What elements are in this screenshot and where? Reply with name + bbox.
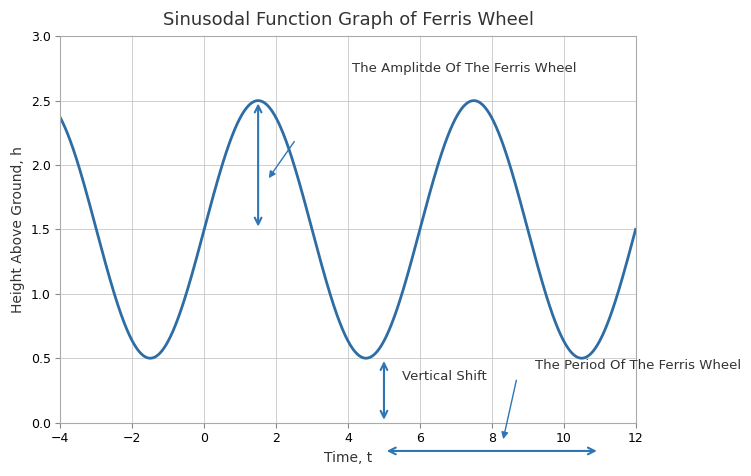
Title: Sinusodal Function Graph of Ferris Wheel: Sinusodal Function Graph of Ferris Wheel bbox=[162, 11, 533, 29]
Text: Vertical Shift: Vertical Shift bbox=[402, 370, 487, 383]
Text: The Amplitde Of The Ferris Wheel: The Amplitde Of The Ferris Wheel bbox=[351, 62, 576, 75]
Y-axis label: Height Above Ground, h: Height Above Ground, h bbox=[11, 146, 25, 313]
X-axis label: Time, t: Time, t bbox=[324, 451, 372, 465]
Text: The Period Of The Ferris Wheel: The Period Of The Ferris Wheel bbox=[535, 358, 741, 371]
